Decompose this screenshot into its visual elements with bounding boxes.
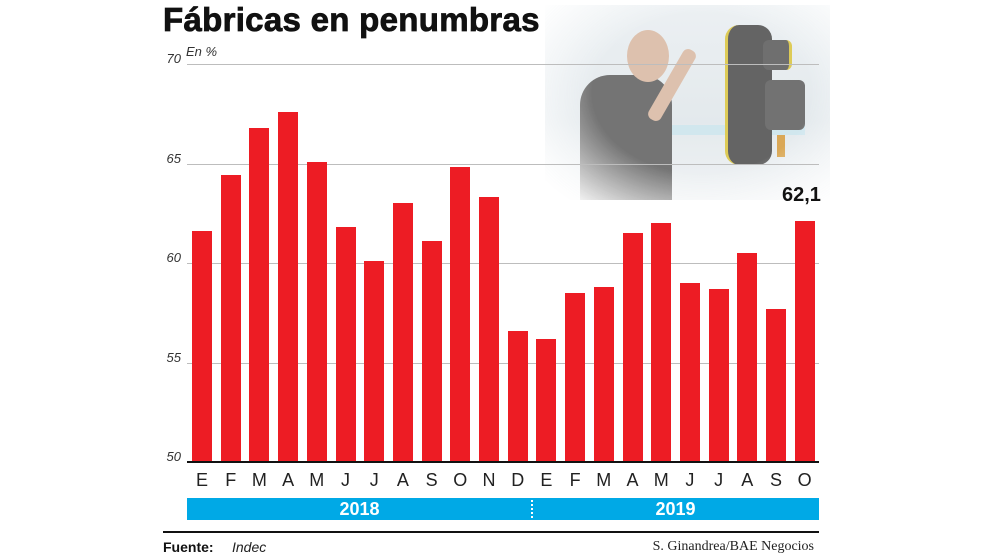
bar xyxy=(192,231,212,462)
x-tick-label: M xyxy=(596,470,612,490)
bar xyxy=(565,292,586,462)
y-tick-label: 70 xyxy=(166,51,181,66)
chart-title: Fábricas en penumbras xyxy=(163,1,540,39)
x-tick-label: F xyxy=(225,470,237,490)
bar xyxy=(392,203,413,462)
x-tick-label: S xyxy=(425,470,438,490)
y-tick-label: 55 xyxy=(166,350,181,365)
y-tick-label: 65 xyxy=(166,151,181,166)
bar xyxy=(364,261,385,462)
gridline-65 xyxy=(187,164,819,165)
x-tick-label: O xyxy=(453,470,468,490)
bar xyxy=(306,161,327,462)
gridline-55 xyxy=(187,363,819,364)
x-tick-label: A xyxy=(396,470,409,490)
bar xyxy=(507,330,528,462)
footer-rule xyxy=(163,531,819,533)
bar xyxy=(651,223,672,462)
x-tick-label: A xyxy=(626,470,639,490)
x-tick-label: E xyxy=(540,470,553,490)
x-tick-label: D xyxy=(511,470,525,490)
bar xyxy=(737,253,758,462)
bar xyxy=(450,167,471,462)
x-tick-label: M xyxy=(251,470,267,490)
x-tick-label: J xyxy=(341,470,350,490)
year-label-2019: 2019 xyxy=(655,499,696,519)
year-separator xyxy=(531,500,534,518)
bar xyxy=(593,286,614,462)
bar xyxy=(622,233,643,462)
x-tick-label: S xyxy=(769,470,782,490)
bar xyxy=(679,282,700,462)
bar xyxy=(335,227,356,462)
year-band: 2018 2019 xyxy=(187,498,819,520)
year-label-2018: 2018 xyxy=(339,499,380,519)
y-axis-unit-label: En % xyxy=(186,44,218,59)
bar xyxy=(708,288,729,462)
source-value: Indec xyxy=(232,539,267,555)
x-tick-label: J xyxy=(369,470,379,490)
x-tick-label: F xyxy=(569,470,581,490)
bar xyxy=(249,127,270,462)
x-tick-label: M xyxy=(309,470,325,490)
bar xyxy=(766,308,786,462)
x-tick-label: A xyxy=(741,470,754,490)
y-tick-label: 60 xyxy=(166,250,181,265)
x-axis-line xyxy=(187,461,819,463)
x-tick-label: O xyxy=(797,470,812,490)
bar xyxy=(220,175,241,462)
y-tick-label: 50 xyxy=(166,449,181,464)
source-label: Fuente: xyxy=(163,539,214,555)
credit-line: S. Ginandrea/BAE Negocios xyxy=(652,539,814,554)
gridline-70 xyxy=(187,64,819,65)
x-tick-label: J xyxy=(685,470,695,490)
bar xyxy=(794,221,815,462)
last-value-callout: 62,1 xyxy=(782,184,821,206)
x-tick-label: A xyxy=(282,470,295,490)
decorative-photo xyxy=(545,5,830,200)
x-tick-label: N xyxy=(482,470,496,490)
bar xyxy=(278,111,299,462)
gridline-60 xyxy=(187,263,819,264)
bar xyxy=(479,197,499,462)
x-tick-label: E xyxy=(195,470,208,490)
x-tick-label: J xyxy=(714,470,724,490)
x-tick-label: M xyxy=(653,470,669,490)
bar xyxy=(536,338,557,462)
bar xyxy=(421,241,442,462)
